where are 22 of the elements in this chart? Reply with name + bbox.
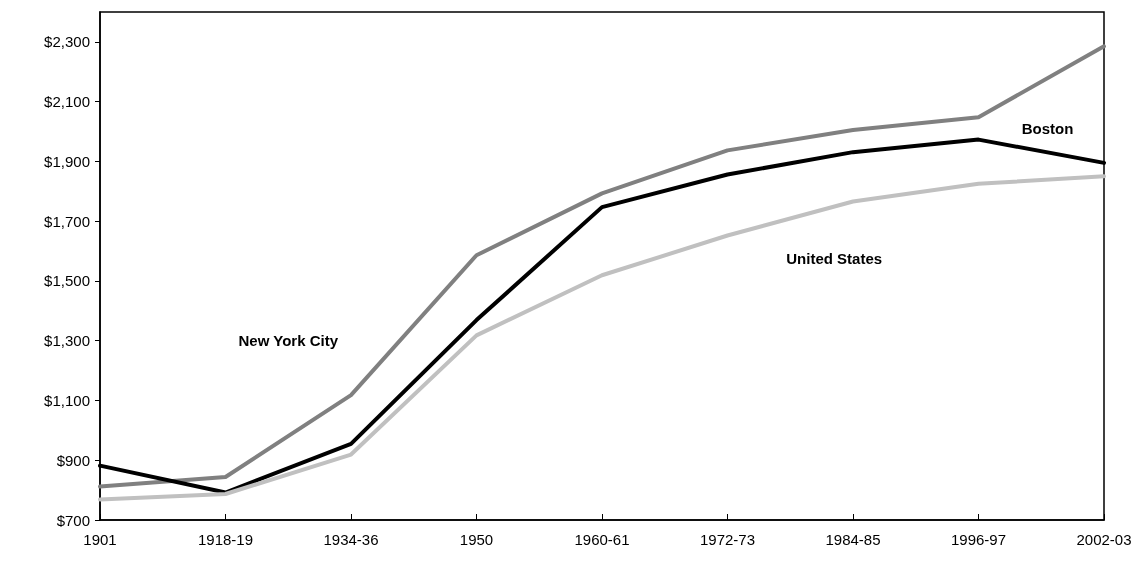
y-tick-label: $1,900 bbox=[44, 152, 90, 170]
y-tick-label: $900 bbox=[56, 451, 90, 469]
x-tick-label: 1950 bbox=[459, 531, 494, 548]
text: New York City bbox=[238, 332, 339, 350]
series-label: Boston bbox=[1021, 120, 1074, 138]
x-tick-label: 1996-97 bbox=[950, 531, 1007, 548]
y-tick-label: $2,100 bbox=[44, 93, 90, 111]
x-tick-label: 2002-03 bbox=[1076, 531, 1132, 548]
x-tick-label: 1972-73 bbox=[699, 531, 756, 548]
y-tick-label: $700 bbox=[56, 511, 90, 529]
x-tick-label: 1934-36 bbox=[323, 531, 379, 548]
x-tick-label: 1960-61 bbox=[574, 531, 630, 548]
x-tick-label: 1984-85 bbox=[825, 531, 881, 548]
x-tick-label: 1901 bbox=[83, 531, 117, 548]
y-tick-label: $1,500 bbox=[44, 272, 90, 290]
y-tick-label: $2,300 bbox=[44, 33, 90, 51]
y-tick-label: $1,300 bbox=[44, 332, 90, 350]
x-tick-label: 1918-19 bbox=[197, 531, 254, 548]
y-tick-label: $1,100 bbox=[44, 391, 90, 409]
line-series bbox=[98, 44, 1106, 489]
series-label: United States bbox=[786, 250, 883, 268]
y-tick-label: $1,700 bbox=[44, 212, 90, 230]
